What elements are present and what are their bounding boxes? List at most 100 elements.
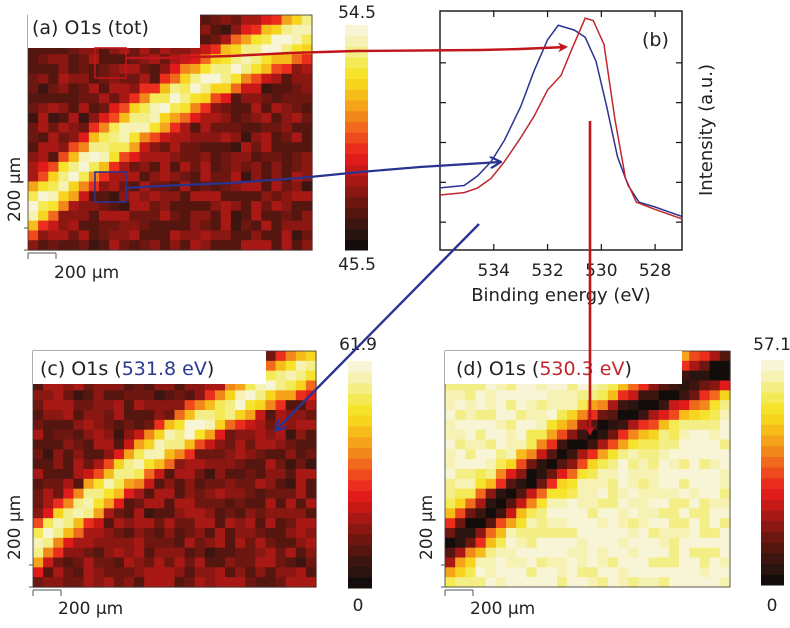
heatmap-pixel xyxy=(285,528,297,539)
heatmap-pixel xyxy=(139,240,151,251)
heatmap-pixel xyxy=(123,498,135,509)
heatmap-pixel xyxy=(295,449,307,460)
heatmap-pixel xyxy=(164,518,176,529)
heatmap-pixel xyxy=(658,380,670,391)
heatmap-pixel xyxy=(164,390,176,401)
heatmap-pixel xyxy=(658,547,670,559)
heatmap-pixel xyxy=(149,161,161,173)
panel-d-energy: 530.3 eV xyxy=(539,358,624,380)
heatmap-pixel xyxy=(144,380,155,391)
heatmap-pixel xyxy=(43,557,54,568)
heatmap-pixel xyxy=(43,577,54,588)
heatmap-pixel xyxy=(48,103,60,114)
colorbar-step xyxy=(348,404,372,416)
heatmap-pixel xyxy=(255,557,267,568)
heatmap-pixel xyxy=(719,419,731,431)
heatmap-pixel xyxy=(475,577,487,588)
heatmap-pixel xyxy=(200,44,212,55)
heatmap-pixel xyxy=(190,103,202,114)
heatmap-pixel xyxy=(638,508,650,519)
heatmap-pixel xyxy=(255,419,267,431)
heatmap-pixel xyxy=(220,24,232,36)
heatmap-pixel xyxy=(225,400,236,411)
heatmap-pixel xyxy=(506,469,517,480)
heatmap-pixel xyxy=(301,161,313,173)
heatmap-pixel xyxy=(465,469,477,480)
x-tick-label: 530 xyxy=(585,261,617,281)
heatmap-pixel xyxy=(88,122,100,134)
heatmap-pixel xyxy=(139,210,151,222)
heatmap-pixel xyxy=(154,449,165,460)
heatmap-pixel xyxy=(134,400,145,411)
colorbar-step xyxy=(348,566,372,578)
heatmap-pixel xyxy=(475,508,487,519)
heatmap-pixel xyxy=(265,400,277,411)
heatmap-pixel xyxy=(210,191,222,202)
heatmap-pixel xyxy=(597,547,609,559)
heatmap-pixel xyxy=(220,142,232,153)
heatmap-pixel xyxy=(607,429,619,441)
heatmap-pixel xyxy=(526,449,538,460)
heatmap-pixel xyxy=(275,390,287,401)
heatmap-pixel xyxy=(618,459,629,470)
heatmap-pixel xyxy=(123,577,135,588)
heatmap-pixel xyxy=(78,181,90,192)
heatmap-pixel xyxy=(587,488,599,500)
heatmap-pixel xyxy=(63,547,75,559)
heatmap-pixel xyxy=(577,390,589,401)
heatmap-pixel xyxy=(546,498,558,509)
heatmap-pixel xyxy=(567,537,578,549)
heatmap-pixel xyxy=(38,230,49,241)
heatmap-pixel xyxy=(28,220,39,232)
heatmap-pixel xyxy=(230,191,242,202)
heatmap-pixel xyxy=(144,488,155,500)
heatmap-pixel xyxy=(275,528,287,539)
heatmap-pixel xyxy=(679,537,690,549)
heatmap-pixel xyxy=(241,73,252,85)
heatmap-pixel xyxy=(241,63,252,75)
heatmap-pixel xyxy=(261,142,273,153)
heatmap-pixel xyxy=(567,528,578,539)
heatmap-pixel xyxy=(251,220,262,232)
heatmap-pixel xyxy=(709,557,721,568)
heatmap-pixel xyxy=(235,459,246,470)
heatmap-pixel xyxy=(78,132,90,143)
region-box-red[interactable] xyxy=(94,47,127,79)
heatmap-pixel xyxy=(139,230,151,241)
heatmap-pixel xyxy=(291,63,303,75)
heatmap-pixel xyxy=(271,201,283,212)
heatmap-pixel xyxy=(658,528,670,539)
heatmap-pixel xyxy=(53,537,64,549)
heatmap-pixel xyxy=(628,400,639,411)
heatmap-pixel xyxy=(123,508,135,519)
heatmap-pixel xyxy=(506,380,517,391)
heatmap-pixel xyxy=(210,230,222,241)
heatmap-pixel xyxy=(139,152,151,163)
heatmap-pixel xyxy=(465,537,477,549)
heatmap-pixel xyxy=(99,54,110,65)
heatmap-pixel xyxy=(214,380,226,391)
heatmap-pixel xyxy=(275,351,287,362)
colorbar-step xyxy=(345,132,368,144)
heatmap-pixel xyxy=(679,498,690,509)
heatmap-pixel xyxy=(93,577,105,588)
heatmap-pixel xyxy=(261,191,273,202)
heatmap-pixel xyxy=(129,230,141,241)
heatmap-pixel xyxy=(113,557,125,568)
heatmap-pixel xyxy=(301,152,313,163)
heatmap-pixel xyxy=(164,577,176,588)
heatmap-pixel xyxy=(204,390,216,401)
heatmap-pixel xyxy=(689,478,701,490)
heatmap-pixel xyxy=(495,429,507,441)
heatmap-pixel xyxy=(658,518,670,529)
heatmap-pixel xyxy=(83,557,95,568)
heatmap-pixel xyxy=(174,419,186,431)
heatmap-pixel xyxy=(190,171,202,183)
heatmap-pixel xyxy=(88,112,100,124)
heatmap-pixel xyxy=(123,547,135,559)
heatmap-pixel xyxy=(618,478,629,490)
heatmap-pixel xyxy=(194,439,206,450)
heatmap-pixel xyxy=(53,547,64,559)
heatmap-pixel xyxy=(536,410,548,421)
heatmap-pixel xyxy=(204,488,216,500)
